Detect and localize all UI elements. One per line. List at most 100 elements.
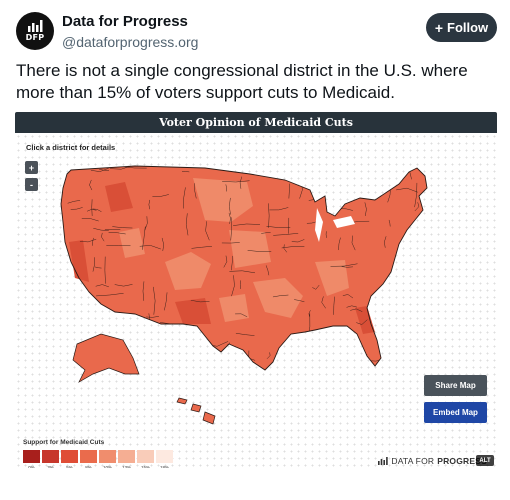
district-border — [229, 270, 256, 274]
district-border — [333, 296, 335, 315]
district-border — [231, 255, 233, 271]
district-border — [205, 221, 210, 241]
district-border — [266, 352, 271, 359]
dfp-brand: DATA FOR PROGRESS — [378, 456, 487, 466]
account-handle[interactable]: @dataforprogress.org — [62, 34, 199, 50]
district-border — [99, 169, 110, 171]
hawaii-districts[interactable] — [176, 397, 216, 425]
zoom-out-button[interactable]: - — [25, 178, 38, 191]
district-border — [306, 221, 317, 224]
brand-light-text: DATA FOR — [391, 456, 435, 466]
district-border — [110, 319, 115, 334]
tweet-text: There is not a single congressional dist… — [16, 61, 468, 102]
district-border — [312, 284, 320, 290]
avatar-abbreviation: DFP — [25, 33, 45, 42]
dark-shaded-regions — [69, 182, 375, 334]
district-border — [410, 232, 413, 248]
district-border — [92, 237, 94, 246]
district-border — [122, 166, 147, 169]
district-border — [291, 239, 305, 243]
district-border — [364, 202, 367, 217]
legend-labels: 0% 3% 5% 8% 10% 13% 15% 18% — [23, 465, 173, 468]
district-border — [90, 167, 109, 172]
district-border — [92, 208, 102, 212]
legend-swatch — [137, 450, 154, 463]
district-border — [185, 213, 189, 236]
legend-swatches — [23, 450, 173, 463]
legend-label: 18% — [159, 465, 169, 468]
district-border — [408, 224, 427, 229]
district-border — [161, 237, 164, 252]
district-border — [146, 316, 159, 318]
district-border — [229, 197, 231, 215]
district-border — [266, 226, 291, 228]
district-border — [302, 340, 314, 344]
account-avatar[interactable]: DFP — [16, 12, 54, 50]
district-border — [414, 182, 418, 208]
district-border — [350, 308, 363, 312]
district-border — [342, 294, 354, 299]
district-border — [413, 328, 415, 356]
plus-icon: + — [434, 19, 443, 36]
district-border — [92, 257, 95, 272]
district-border — [335, 325, 338, 343]
legend-label: 3% — [47, 465, 54, 468]
district-border — [101, 232, 105, 242]
district-border — [346, 305, 357, 308]
district-map[interactable] — [15, 112, 497, 468]
follow-button[interactable]: + Follow — [426, 13, 497, 42]
district-border — [152, 194, 169, 197]
alt-text-badge[interactable]: ALT — [476, 455, 494, 466]
district-border — [391, 306, 395, 333]
district-border — [86, 209, 97, 212]
alaska-districts[interactable] — [72, 333, 140, 383]
district-border — [112, 226, 133, 229]
legend-swatch — [156, 450, 173, 463]
author-block: Data for Progress @dataforprogress.org — [62, 13, 198, 51]
account-name[interactable]: Data for Progress — [62, 13, 188, 30]
tweet-media-map[interactable]: Voter Opinion of Medicaid Cuts Click a d… — [15, 112, 497, 468]
legend-label: 0% — [28, 465, 35, 468]
district-border — [308, 310, 311, 317]
district-border — [308, 353, 319, 356]
district-border — [81, 218, 99, 222]
district-border — [225, 184, 227, 192]
follow-label: Follow — [447, 20, 489, 35]
district-border — [104, 256, 106, 284]
district-border — [272, 294, 289, 298]
district-border — [268, 203, 270, 228]
district-border — [384, 236, 387, 248]
embed-map-button[interactable]: Embed Map — [424, 402, 487, 423]
district-border — [231, 275, 235, 297]
district-border — [114, 284, 133, 287]
district-border — [67, 200, 81, 204]
district-border — [296, 357, 305, 360]
great-lakes — [315, 208, 355, 242]
legend-swatch — [23, 450, 40, 463]
legend-label: 15% — [140, 465, 150, 468]
district-border — [153, 286, 156, 315]
district-border — [95, 284, 109, 288]
map-click-hint: Click a district for details — [26, 143, 116, 152]
district-border — [335, 179, 339, 195]
zoom-in-button[interactable]: + — [25, 161, 38, 174]
district-border — [330, 263, 358, 267]
district-border — [222, 180, 250, 183]
district-border — [70, 207, 83, 210]
district-border — [96, 293, 124, 297]
brand-bold-text: PROGRESS — [437, 456, 487, 466]
legend-label: 10% — [102, 465, 112, 468]
district-border — [226, 343, 230, 363]
district-border — [89, 179, 93, 191]
contiguous-us-districts[interactable] — [61, 166, 427, 370]
legend-swatch — [80, 450, 97, 463]
district-border — [283, 244, 288, 253]
district-border — [93, 228, 109, 231]
district-border — [221, 242, 240, 244]
district-border — [230, 217, 232, 241]
district-border — [228, 212, 231, 224]
district-border — [139, 245, 161, 250]
share-map-button[interactable]: Share Map — [424, 375, 487, 396]
district-border — [351, 235, 356, 251]
district-border — [187, 362, 212, 366]
